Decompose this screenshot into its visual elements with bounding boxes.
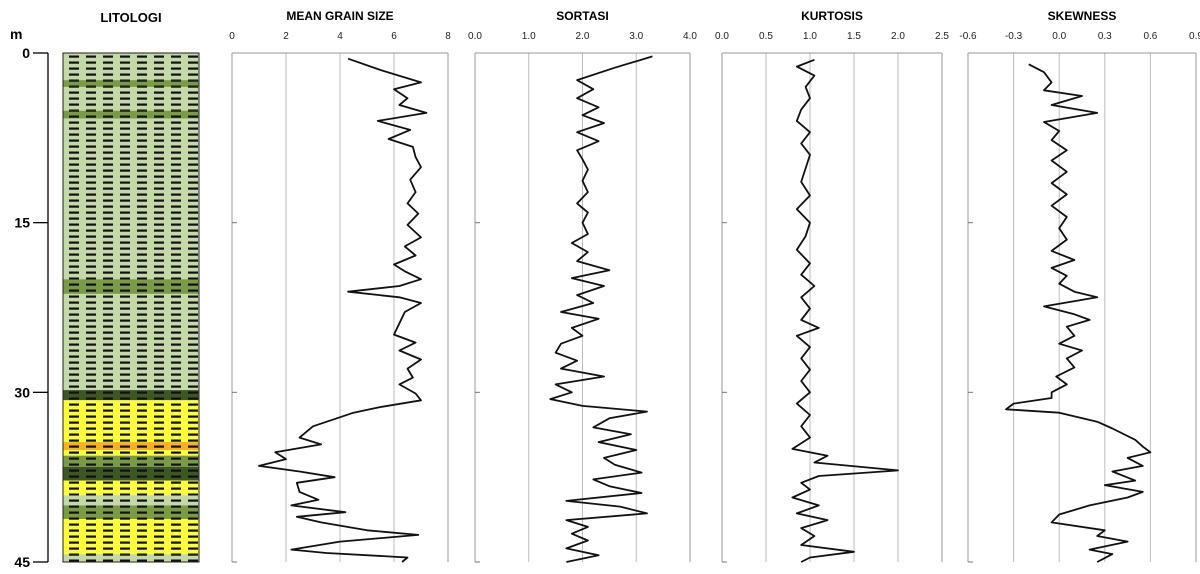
lithology-layer-pattern — [63, 390, 199, 401]
x-tick-label: 2.0 — [891, 31, 905, 42]
x-tick-label: 1.5 — [847, 31, 861, 42]
lithology-title: LITOLOGI — [100, 10, 161, 25]
panel-skewness: SKEWNESS -0.6 -0.3 0.0 0.3 0.6 0.9 — [959, 9, 1200, 563]
lithology-layer-pattern — [63, 450, 199, 456]
lithology-layer-pattern — [63, 86, 199, 111]
depth-tick-label: 15 — [14, 215, 30, 231]
lithology-layer-pattern — [63, 80, 199, 87]
x-tick-label: 6 — [391, 31, 397, 42]
x-tick-label: 0.0 — [468, 31, 482, 42]
series-line — [258, 57, 428, 563]
x-tick-label: 0 — [229, 31, 235, 42]
lithology-layer-pattern — [63, 505, 199, 520]
depth-tick-label: 45 — [14, 554, 30, 570]
log-panels: MEAN GRAIN SIZE 0 2 4 6 8 SORTASI 0.0 1.0 2.0 3.0 4… — [229, 9, 1200, 563]
panel-title: SKEWNESS — [1048, 9, 1117, 23]
panel-mean-grain-size: MEAN GRAIN SIZE 0 2 4 6 8 — [229, 9, 451, 563]
lithology-layer-pattern — [63, 400, 199, 443]
panel-title: KURTOSIS — [801, 9, 863, 23]
lithology-layer-pattern — [63, 495, 199, 506]
lithology-layer-pattern — [63, 53, 199, 81]
depth-tick-label: 0 — [22, 45, 30, 61]
x-tick-label: 4 — [337, 31, 343, 42]
panel-sortasi: SORTASI 0.0 1.0 2.0 3.0 4.0 — [468, 9, 697, 563]
depth-tick-label: 30 — [14, 384, 30, 400]
x-tick-label: 0.9 — [1189, 31, 1200, 42]
x-tick-label: 0.6 — [1143, 31, 1157, 42]
lithology-frame — [62, 52, 200, 563]
x-tick-label: 2.0 — [576, 31, 590, 42]
lithology-layer-pattern — [63, 466, 199, 481]
x-tick-label: 0.3 — [1098, 31, 1112, 42]
depth-unit-label: m — [10, 26, 22, 42]
panel-kurtosis: KURTOSIS 0.0 0.5 1.0 1.5 2.0 2.5 — [715, 9, 949, 563]
x-tick-label: 2.5 — [935, 31, 949, 42]
series-line — [1005, 63, 1152, 563]
lithology-layer-pattern — [63, 118, 199, 280]
lithology-layer-pattern — [63, 110, 199, 119]
x-tick-label: 1.0 — [522, 31, 536, 42]
lithology-layer-pattern — [63, 279, 199, 294]
lithology-layer-pattern — [63, 293, 199, 391]
x-tick-label: 1.0 — [803, 31, 817, 42]
lithology-layer-pattern — [63, 480, 199, 496]
x-tick-label: -0.3 — [1005, 31, 1023, 42]
lithology-layer-pattern — [63, 442, 199, 451]
panel-title: SORTASI — [556, 9, 608, 23]
lithology-column: LITOLOGI — [62, 10, 200, 563]
x-tick-label: 0.0 — [1052, 31, 1066, 42]
lithology-layer-pattern — [63, 519, 199, 555]
x-tick-label: 0.0 — [715, 31, 729, 42]
lithology-layer-pattern — [63, 455, 199, 467]
lithology-layer-pattern — [63, 554, 199, 562]
x-tick-label: 2 — [283, 31, 289, 42]
series-line — [549, 55, 653, 563]
x-tick-label: 0.5 — [759, 31, 773, 42]
series-line — [791, 58, 899, 563]
x-tick-label: 4.0 — [683, 31, 697, 42]
x-tick-label: 8 — [445, 31, 451, 42]
x-tick-label: -0.6 — [959, 31, 977, 42]
depth-axis: m 0 15 30 45 — [10, 26, 49, 570]
panel-title: MEAN GRAIN SIZE — [286, 9, 393, 23]
x-tick-label: 3.0 — [629, 31, 643, 42]
